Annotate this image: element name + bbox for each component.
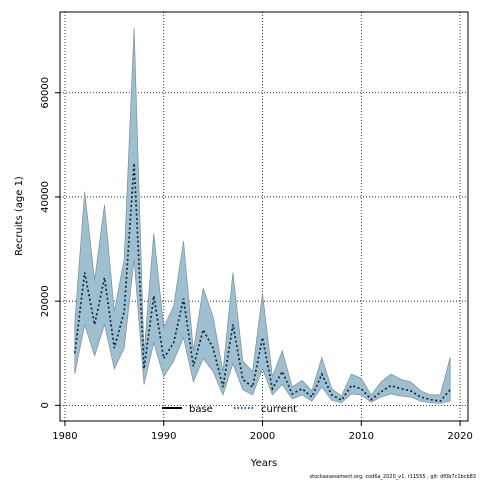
y-tick-label-20000: 20000	[40, 285, 51, 317]
series-line-current	[74, 163, 451, 402]
x-tick-label-1980: 1980	[52, 431, 77, 442]
footer-credit: stockassessment.org, cod6a_2020_v1, r115…	[310, 474, 476, 480]
confidence-band-area	[74, 27, 451, 404]
confidence-band	[74, 27, 451, 404]
x-tick-label-1990: 1990	[151, 431, 176, 442]
y-tick-label-0: 0	[40, 402, 51, 408]
legend: base current	[162, 404, 297, 415]
plot-frame	[59, 11, 469, 422]
y-tick-label-40000: 40000	[40, 181, 51, 213]
x-tick-label-2020: 2020	[447, 431, 472, 442]
y-tick-label-60000: 60000	[40, 77, 51, 109]
y-axis-label: Recruits (age 1)	[14, 176, 25, 256]
series-lines	[74, 163, 451, 403]
x-axis-label: Years	[250, 458, 277, 469]
gridlines	[60, 12, 468, 421]
x-tick-label-2000: 2000	[250, 431, 275, 442]
legend-current-label: current	[261, 404, 297, 415]
legend-base-label: base	[189, 404, 213, 415]
axes: 1980 1990 2000 2010 2020 0 20000 40000 60000	[40, 77, 473, 442]
x-tick-label-2010: 2010	[349, 431, 374, 442]
